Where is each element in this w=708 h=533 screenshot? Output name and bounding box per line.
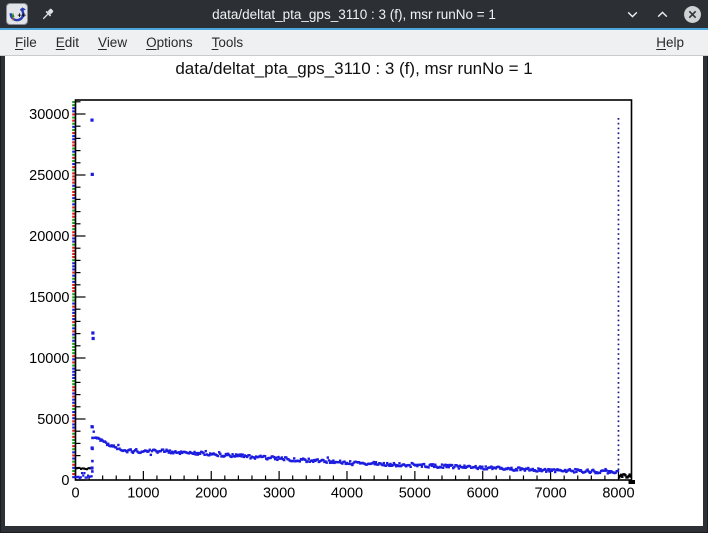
svg-text:8000: 8000 xyxy=(602,486,634,502)
svg-text:5000: 5000 xyxy=(37,412,69,428)
close-button[interactable] xyxy=(682,4,702,24)
svg-text:10000: 10000 xyxy=(29,351,69,367)
titlebar[interactable]: ++ data/deltat_pta_gps_3110 : 3 (f), msr… xyxy=(0,0,708,28)
minimize-button[interactable] xyxy=(622,4,642,24)
svg-text:30000: 30000 xyxy=(29,107,69,123)
svg-text:15000: 15000 xyxy=(29,290,69,306)
menu-item-help[interactable]: Help xyxy=(656,35,684,50)
menubar: File Edit View Options Tools Help xyxy=(0,30,708,56)
menu-item-tools[interactable]: Tools xyxy=(211,35,244,50)
svg-text:5000: 5000 xyxy=(399,486,431,502)
x-axis: 0 1000 2000 3000 4000 5000 6000 7000 8000 xyxy=(71,471,635,502)
svg-text:++: ++ xyxy=(17,11,26,20)
svg-text:0: 0 xyxy=(71,486,79,502)
chevron-down-icon xyxy=(627,11,637,18)
range-marker-left xyxy=(72,101,76,479)
close-circle-icon xyxy=(683,5,701,23)
menu-item-file[interactable]: File xyxy=(15,35,37,50)
menu-item-edit[interactable]: Edit xyxy=(55,35,80,50)
svg-text:0: 0 xyxy=(61,473,69,489)
histogram-plot[interactable]: 0 1000 2000 3000 4000 5000 6000 7000 8000 0 5000 10… xyxy=(5,56,703,526)
pin-icon[interactable] xyxy=(40,7,55,22)
svg-text:20000: 20000 xyxy=(29,229,69,245)
window-title: data/deltat_pta_gps_3110 : 3 (f), msr ru… xyxy=(212,6,496,22)
svg-text:7000: 7000 xyxy=(534,486,566,502)
svg-text:6000: 6000 xyxy=(467,486,499,502)
svg-text:25000: 25000 xyxy=(29,168,69,184)
svg-text:1000: 1000 xyxy=(127,486,159,502)
canvas[interactable]: data/deltat_pta_gps_3110 : 3 (f), msr ru… xyxy=(5,56,703,526)
plot-frame xyxy=(74,99,633,481)
svg-text:2000: 2000 xyxy=(195,486,227,502)
chevron-up-icon xyxy=(657,10,667,17)
maximize-button[interactable] xyxy=(652,4,672,24)
data-points xyxy=(74,118,632,480)
svg-text:4000: 4000 xyxy=(331,486,363,502)
menu-item-options[interactable]: Options xyxy=(146,35,193,50)
menu-item-view[interactable]: View xyxy=(98,35,128,50)
corner-overflow-mark xyxy=(628,480,635,484)
root-logo-icon[interactable]: ++ xyxy=(6,3,28,25)
titlebar-accent-divider xyxy=(0,28,708,30)
svg-text:3000: 3000 xyxy=(263,486,295,502)
y-axis: 0 5000 10000 15000 20000 25000 30000 xyxy=(29,101,86,489)
